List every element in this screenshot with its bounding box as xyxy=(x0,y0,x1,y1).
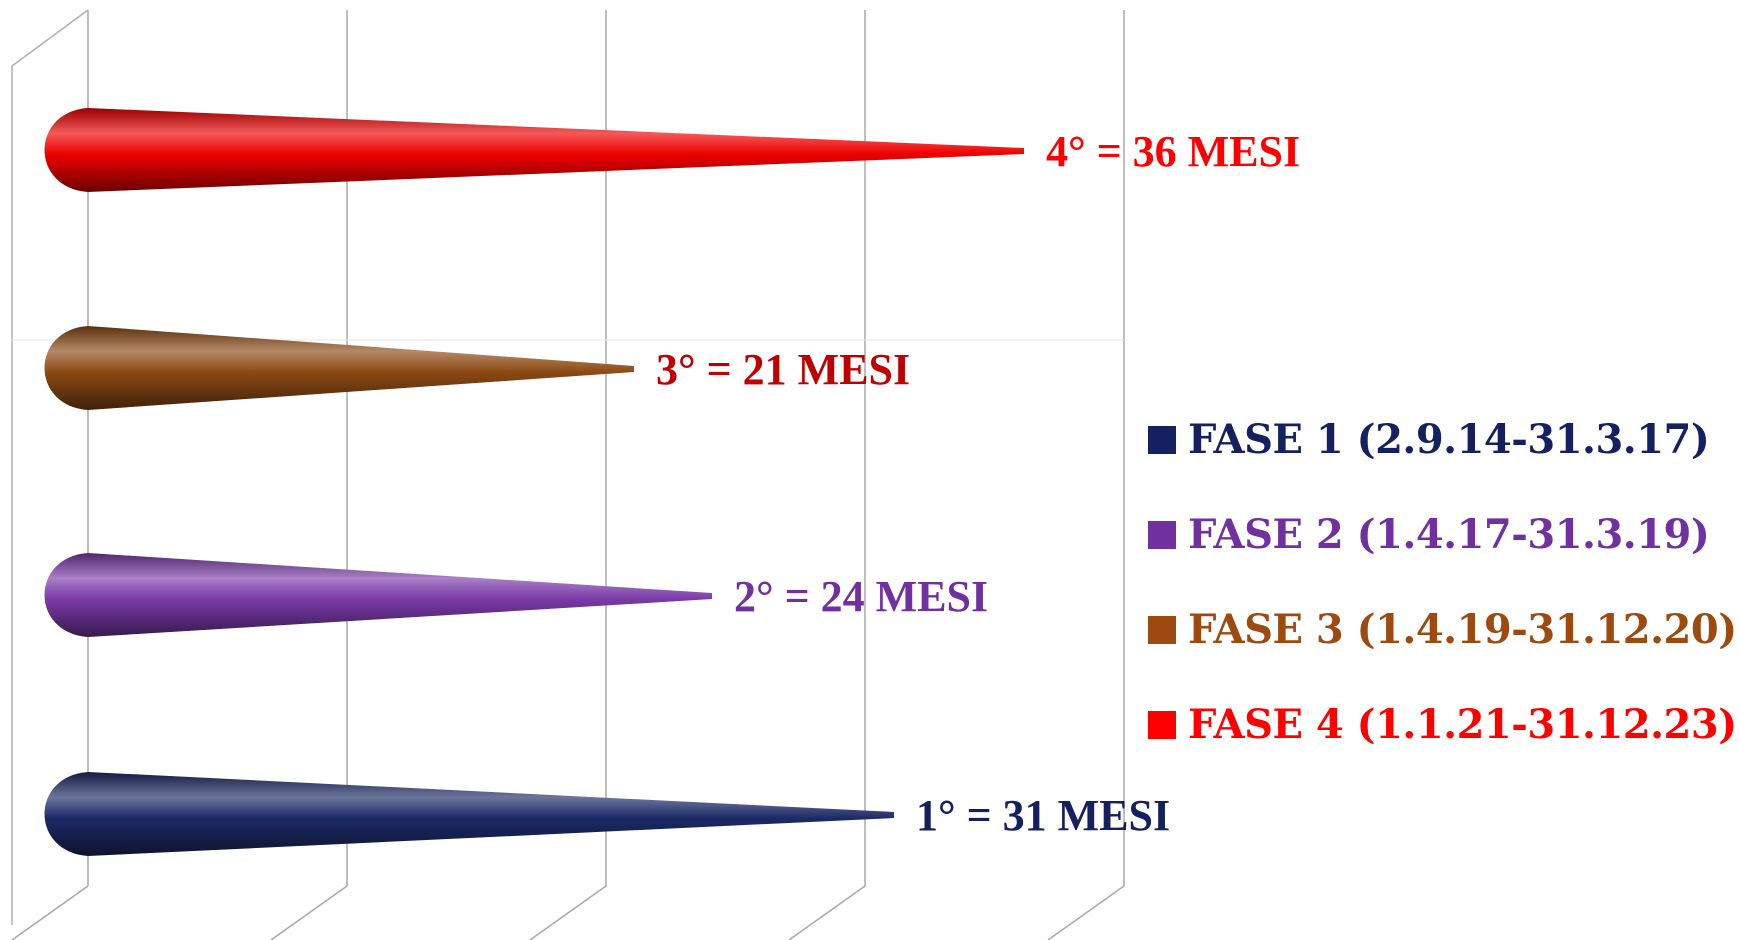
chart-data-labels: 1° = 31 MESI 2° = 24 MESI 3° = 21 MESI 4° =… xyxy=(656,127,1300,840)
legend-item-fase-2: FASE 2 (1.4.17-31.3.19) xyxy=(1148,487,1737,582)
gridline-floor xyxy=(788,885,866,940)
legend-swatch xyxy=(1148,425,1176,454)
legend-swatch xyxy=(1148,710,1176,739)
cone-bar xyxy=(44,326,634,410)
legend-label: FASE 4 (1.1.21-31.12.23) xyxy=(1188,701,1737,748)
data-label: 3° = 21 MESI xyxy=(656,345,910,394)
legend-label: FASE 1 (2.9.14-31.3.17) xyxy=(1188,416,1710,463)
chart-legend: FASE 1 (2.9.14-31.3.17) FASE 2 (1.4.17-3… xyxy=(1148,392,1737,772)
gridline-floor xyxy=(529,885,607,940)
chart-series xyxy=(44,108,1024,856)
data-label: 4° = 36 MESI xyxy=(1046,127,1300,176)
data-label: 1° = 31 MESI xyxy=(916,791,1170,840)
legend-swatch xyxy=(1148,615,1176,644)
cone-bar xyxy=(44,108,1024,192)
gridline-floor xyxy=(11,885,89,940)
gridline-floor xyxy=(1047,885,1125,940)
legend-label: FASE 3 (1.4.19-31.12.20) xyxy=(1188,606,1737,653)
axis-side-line xyxy=(11,9,89,67)
legend-item-fase-1: FASE 1 (2.9.14-31.3.17) xyxy=(1148,392,1737,487)
cone-bar xyxy=(44,772,894,856)
legend-item-fase-3: FASE 3 (1.4.19-31.12.20) xyxy=(1148,582,1737,677)
data-label: 2° = 24 MESI xyxy=(734,572,988,621)
legend-item-fase-4: FASE 4 (1.1.21-31.12.23) xyxy=(1148,677,1737,772)
gridline-floor xyxy=(270,885,348,940)
legend-swatch xyxy=(1148,520,1176,549)
cone-bar xyxy=(44,553,712,637)
legend-label: FASE 2 (1.4.17-31.3.19) xyxy=(1188,511,1710,558)
